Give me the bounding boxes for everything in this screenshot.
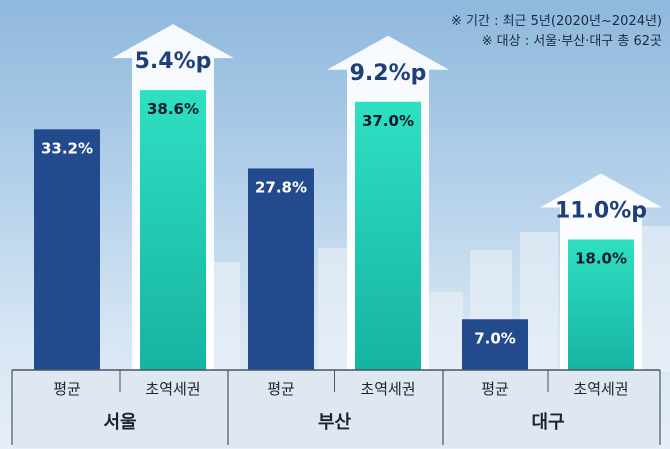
category-label-station: 초역세권 xyxy=(360,380,415,398)
region-label: 서울 xyxy=(103,412,136,433)
bar-station-label: 38.6% xyxy=(147,100,199,118)
category-label-average: 평균 xyxy=(53,380,81,398)
bar-average xyxy=(34,129,100,370)
category-label-station: 초역세권 xyxy=(573,380,628,398)
bar-station xyxy=(140,90,206,371)
bar-average xyxy=(248,168,314,370)
category-label-average: 평균 xyxy=(267,380,295,398)
building-silhouette xyxy=(640,226,670,372)
region-label: 부산 xyxy=(318,412,352,433)
category-label-average: 평균 xyxy=(481,380,509,398)
bar-station xyxy=(355,101,421,370)
category-label-station: 초역세권 xyxy=(145,380,200,398)
period-note: ※ 기간 : 최근 5년(2020년~2024년) xyxy=(451,14,662,29)
region-label: 대구 xyxy=(531,412,564,433)
bar-average xyxy=(462,319,528,370)
bar-average-label: 7.0% xyxy=(474,329,516,347)
building-silhouette xyxy=(425,292,463,372)
bar-station-label: 18.0% xyxy=(575,250,627,268)
bar-station xyxy=(568,239,634,370)
bar-station-label: 37.0% xyxy=(362,112,414,130)
axis-panel xyxy=(12,370,660,448)
diff-label: 5.4%p xyxy=(135,49,212,74)
bar-average-label: 27.8% xyxy=(255,178,307,196)
bar-average-label: 33.2% xyxy=(41,139,93,157)
target-note: ※ 대상 : 서울·부산·대구 총 62곳 xyxy=(481,34,662,49)
diff-label: 11.0%p xyxy=(555,199,647,224)
diff-label: 9.2%p xyxy=(350,61,427,86)
